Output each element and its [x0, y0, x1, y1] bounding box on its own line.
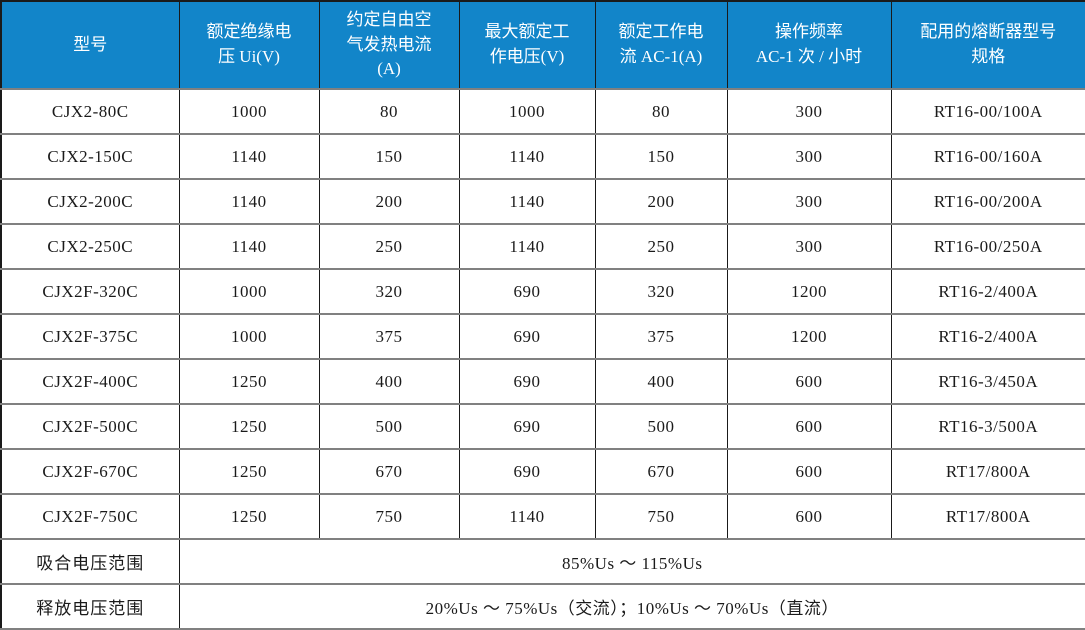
cell-ieac1: 320	[594, 268, 728, 315]
footer-row: 吸合电压范围 85%Us ～ 115%Us	[0, 538, 1085, 585]
cell-ui: 1000	[178, 313, 320, 360]
table-row: CJX2F-750C 1250 750 1140 750 600 RT17/800A	[0, 493, 1085, 540]
cell-fuse: RT16-00/100A	[890, 88, 1085, 135]
cell-ieac1: 750	[594, 493, 728, 540]
table-row: CJX2F-320C 1000 320 690 320 1200 RT16-2/400A	[0, 268, 1085, 315]
table-row: CJX2-80C 1000 80 1000 80 300 RT16-00/100A	[0, 88, 1085, 135]
cell-ui: 1250	[178, 493, 320, 540]
cell-uemax: 690	[458, 448, 596, 495]
cell-freq: 300	[726, 178, 892, 225]
cell-ieac1: 250	[594, 223, 728, 270]
table-row: CJX2-150C 1140 150 1140 150 300 RT16-00/160A	[0, 133, 1085, 180]
cell-model: CJX2F-500C	[0, 403, 180, 450]
cell-freq: 300	[726, 133, 892, 180]
column-header-ieac1: 额定工作电 流 AC-1(A)	[594, 1, 728, 90]
cell-ieac1: 400	[594, 358, 728, 405]
footer-label: 吸合电压范围	[0, 538, 180, 585]
cell-ui: 1000	[178, 88, 320, 135]
cell-uemax: 1140	[458, 133, 596, 180]
footer-value: 20%Us ～ 75%Us（交流）；10%Us ～ 70%Us（直流）	[178, 583, 1085, 630]
cell-model: CJX2F-400C	[0, 358, 180, 405]
cell-ui: 1000	[178, 268, 320, 315]
cell-ui: 1250	[178, 403, 320, 450]
column-header-ui: 额定绝缘电 压 Ui(V)	[178, 1, 320, 90]
footer-row: 释放电压范围 20%Us ～ 75%Us（交流）；10%Us ～ 70%Us（直流…	[0, 583, 1085, 630]
cell-fuse: RT16-2/400A	[890, 268, 1085, 315]
cell-ieac1: 150	[594, 133, 728, 180]
cell-model: CJX2F-320C	[0, 268, 180, 315]
cell-ith: 250	[318, 223, 460, 270]
cell-ith: 375	[318, 313, 460, 360]
cell-ith: 200	[318, 178, 460, 225]
cell-ieac1: 80	[594, 88, 728, 135]
cell-fuse: RT16-2/400A	[890, 313, 1085, 360]
cell-freq: 600	[726, 403, 892, 450]
cell-model: CJX2-250C	[0, 223, 180, 270]
cell-ith: 500	[318, 403, 460, 450]
table-row: CJX2F-375C 1000 375 690 375 1200 RT16-2/400A	[0, 313, 1085, 360]
cell-uemax: 1140	[458, 178, 596, 225]
cell-model: CJX2-150C	[0, 133, 180, 180]
cell-ui: 1250	[178, 448, 320, 495]
cell-ith: 80	[318, 88, 460, 135]
cell-freq: 1200	[726, 268, 892, 315]
cell-model: CJX2F-670C	[0, 448, 180, 495]
cell-fuse: RT16-00/200A	[890, 178, 1085, 225]
column-header-model: 型号	[0, 1, 180, 90]
cell-ui: 1140	[178, 133, 320, 180]
column-header-freq: 操作频率 AC-1 次 / 小时	[726, 1, 892, 90]
cell-ieac1: 200	[594, 178, 728, 225]
cell-model: CJX2F-375C	[0, 313, 180, 360]
cell-model: CJX2F-750C	[0, 493, 180, 540]
cell-model: CJX2-80C	[0, 88, 180, 135]
cell-uemax: 690	[458, 268, 596, 315]
cell-fuse: RT17/800A	[890, 448, 1085, 495]
cell-uemax: 1140	[458, 493, 596, 540]
table-row: CJX2-200C 1140 200 1140 200 300 RT16-00/200A	[0, 178, 1085, 225]
footer-value: 85%Us ～ 115%Us	[178, 538, 1085, 585]
cell-ieac1: 375	[594, 313, 728, 360]
cell-fuse: RT16-00/160A	[890, 133, 1085, 180]
cell-fuse: RT16-00/250A	[890, 223, 1085, 270]
table-row: CJX2-250C 1140 250 1140 250 300 RT16-00/250A	[0, 223, 1085, 270]
cell-ieac1: 670	[594, 448, 728, 495]
cell-ith: 150	[318, 133, 460, 180]
column-header-ith: 约定自由空 气发热电流 (A)	[318, 1, 460, 90]
cell-fuse: RT16-3/450A	[890, 358, 1085, 405]
cell-uemax: 1000	[458, 88, 596, 135]
cell-uemax: 690	[458, 313, 596, 360]
table-row: CJX2F-500C 1250 500 690 500 600 RT16-3/500A	[0, 403, 1085, 450]
cell-uemax: 1140	[458, 223, 596, 270]
cell-fuse: RT16-3/500A	[890, 403, 1085, 450]
footer-label: 释放电压范围	[0, 583, 180, 630]
cell-ui: 1140	[178, 178, 320, 225]
cell-freq: 600	[726, 358, 892, 405]
cell-freq: 300	[726, 223, 892, 270]
cell-freq: 1200	[726, 313, 892, 360]
cell-freq: 300	[726, 88, 892, 135]
cell-freq: 600	[726, 448, 892, 495]
cell-ui: 1140	[178, 223, 320, 270]
cell-ith: 670	[318, 448, 460, 495]
table-row: CJX2F-400C 1250 400 690 400 600 RT16-3/450A	[0, 358, 1085, 405]
cell-ith: 320	[318, 268, 460, 315]
cell-model: CJX2-200C	[0, 178, 180, 225]
cell-fuse: RT17/800A	[890, 493, 1085, 540]
column-header-uemax: 最大额定工 作电压(V)	[458, 1, 596, 90]
cell-ith: 400	[318, 358, 460, 405]
table-row: CJX2F-670C 1250 670 690 670 600 RT17/800A	[0, 448, 1085, 495]
cell-freq: 600	[726, 493, 892, 540]
cell-ui: 1250	[178, 358, 320, 405]
header-row: 型号 额定绝缘电 压 Ui(V) 约定自由空 气发热电流 (A) 最大额定工 作电压(…	[0, 1, 1085, 90]
cell-uemax: 690	[458, 403, 596, 450]
cell-uemax: 690	[458, 358, 596, 405]
cell-ith: 750	[318, 493, 460, 540]
cell-ieac1: 500	[594, 403, 728, 450]
column-header-fuse: 配用的熔断器型号 规格	[890, 1, 1085, 90]
